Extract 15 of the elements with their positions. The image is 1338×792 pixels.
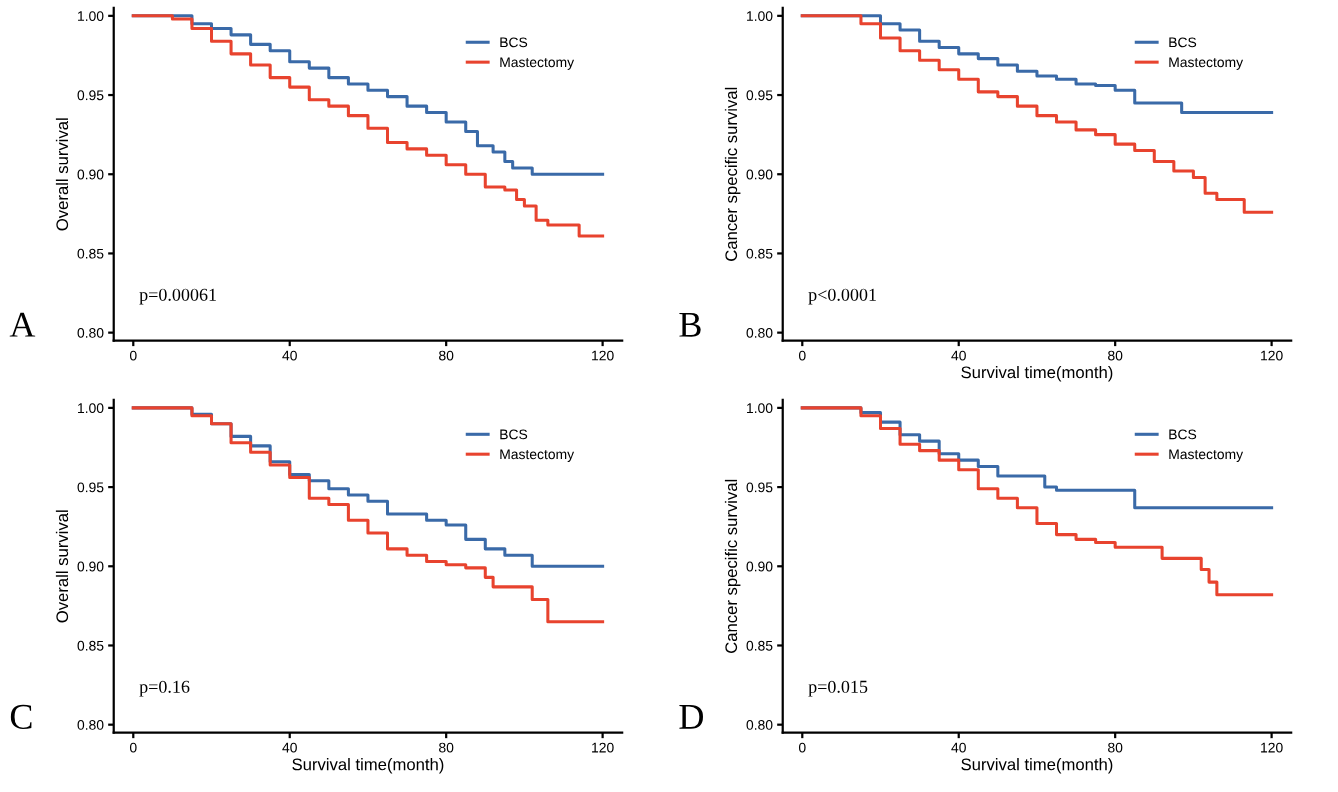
annotation: p=0.015	[808, 680, 868, 697]
text: C	[10, 704, 32, 729]
text: A	[9, 312, 36, 337]
x-axis-title: Survival time(month)	[961, 366, 1113, 382]
y-axis-title: Overall survival	[55, 118, 69, 231]
annotation: p=0.00061	[139, 288, 216, 305]
text: B	[679, 312, 701, 337]
y-axis-title: Cancer specific survival	[724, 87, 741, 261]
y-axis-title: Overall survival	[55, 510, 69, 623]
annotation: p<0.0001	[808, 288, 876, 305]
annotation: p=0.16	[139, 680, 190, 697]
y-axis-title: Cancer specific survival	[724, 479, 741, 653]
x-axis-title: Survival time(month)	[961, 758, 1113, 774]
x-axis-title: Survival time(month)	[292, 758, 444, 774]
text: D	[679, 704, 703, 729]
